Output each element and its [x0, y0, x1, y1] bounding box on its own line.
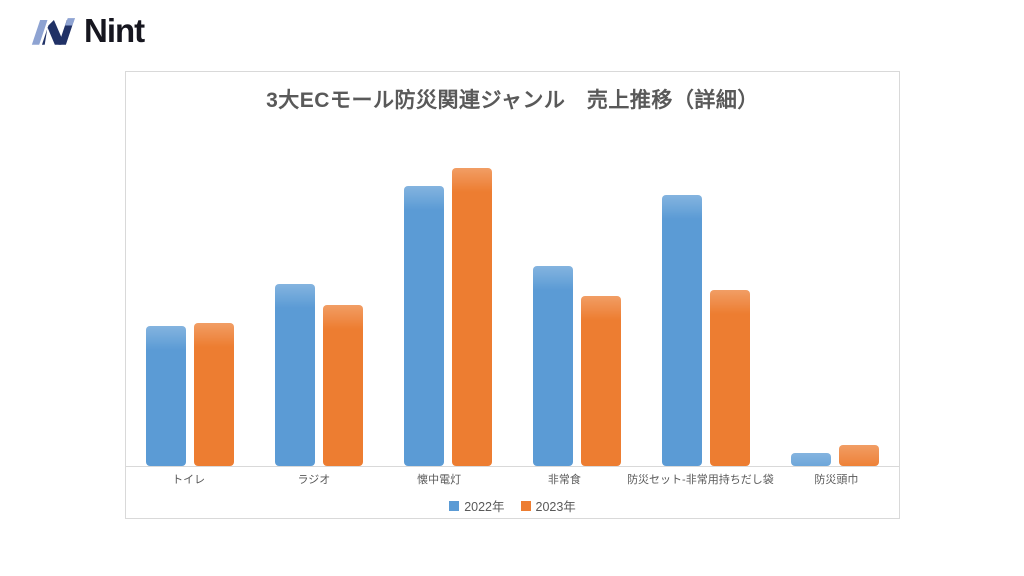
- legend: 2022年 2023年: [126, 496, 899, 515]
- x-axis-label: トイレ: [172, 474, 206, 486]
- legend-label: 2022年: [464, 500, 505, 514]
- bar-2022: [146, 326, 187, 466]
- x-axis-labels: トイレ ラジオ 懐中電灯 非常食 防災セット-非常用持ちだし袋 防災頭巾: [126, 471, 899, 487]
- plot-area: [126, 118, 899, 467]
- bar-2022: [275, 284, 316, 466]
- bar-2023: [580, 296, 621, 466]
- x-axis-label: 懐中電灯: [417, 474, 462, 486]
- nint-logo-icon: [30, 15, 76, 47]
- chart-card: 3大ECモール防災関連ジャンル 売上推移（詳細） トイレ ラジオ 懐中電灯 非常食 防災…: [125, 71, 900, 519]
- chart-title: 3大ECモール防災関連ジャンル 売上推移（詳細）: [266, 89, 759, 112]
- nint-logo: Nint: [30, 11, 145, 50]
- bar-2023: [194, 323, 235, 466]
- x-axis-label: ラジオ: [297, 474, 331, 486]
- bar-2023: [452, 168, 493, 466]
- bar-2022: [790, 453, 831, 466]
- legend-swatch: [449, 500, 460, 511]
- bar-group: [512, 118, 641, 466]
- bar-group: [384, 118, 513, 466]
- bar-group: [255, 118, 384, 466]
- legend-item-2023: 2023年: [520, 496, 576, 515]
- bar-2023: [709, 290, 750, 466]
- legend-label: 2023年: [535, 500, 576, 514]
- bar-2022: [532, 266, 573, 466]
- x-axis-label: 防災セット-非常用持ちだし袋: [627, 474, 774, 486]
- bar-group: [770, 118, 899, 466]
- legend-swatch: [520, 500, 531, 511]
- bar-2022: [404, 186, 445, 466]
- x-axis-label: 防災頭巾: [814, 474, 859, 486]
- legend-item-2022: 2022年: [449, 496, 505, 515]
- bar-2023: [323, 305, 364, 466]
- bar-2022: [661, 195, 702, 466]
- logo-text: Nint: [84, 11, 145, 50]
- bar-group: [641, 118, 770, 466]
- x-axis-label: 非常食: [547, 474, 581, 486]
- bar-2023: [838, 445, 879, 466]
- bar-group: [126, 118, 255, 466]
